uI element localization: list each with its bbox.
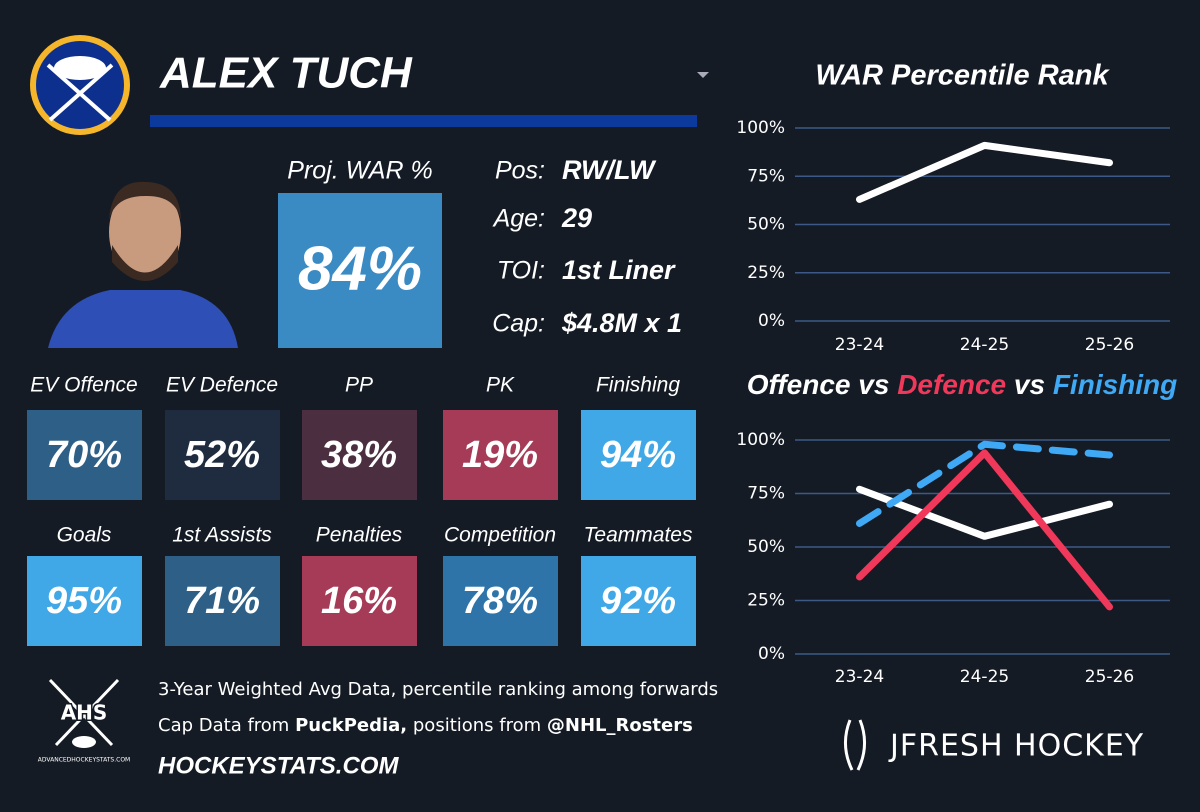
tile-value: 52% (184, 434, 260, 476)
x-tick-label: 23-24 (835, 335, 884, 355)
tile-value: 95% (46, 580, 122, 622)
x-tick-label: 25-26 (1085, 667, 1134, 687)
title-part: vs (1006, 369, 1053, 400)
chart-title: WAR Percentile Rank (815, 60, 1110, 92)
tile (443, 410, 558, 500)
y-tick-label: 0% (758, 644, 785, 664)
title-part: Offence (747, 369, 851, 400)
player-name: ALEX TUCH (159, 49, 413, 98)
tile-value: 78% (462, 580, 538, 622)
tile-value: 16% (321, 580, 397, 622)
dropdown[interactable] (697, 72, 709, 78)
footer-part: positions from (407, 715, 547, 736)
tile-value: 19% (462, 434, 538, 476)
ahs-logo (48, 678, 120, 748)
title-part: vs (850, 369, 897, 400)
y-tick-label: 25% (747, 591, 785, 611)
line (856, 440, 1113, 527)
y-tick-label: 100% (736, 118, 785, 138)
tile-value: 70% (46, 434, 122, 476)
title-part: Finishing (1053, 369, 1177, 400)
player-photo (48, 181, 238, 348)
x-tick-label: 25-26 (1085, 335, 1134, 355)
chart-title: Offence vs Defence vs Finishing (747, 369, 1178, 400)
info-label: Age: (492, 205, 545, 233)
info-value: RW/LW (562, 155, 657, 185)
ahs-text: AHS (61, 701, 108, 725)
tile-value: 92% (600, 580, 676, 622)
tile-value: 38% (321, 434, 397, 476)
y-tick-label: 50% (747, 215, 785, 235)
y-tick-label: 100% (736, 430, 785, 450)
proj-war-value: 84% (298, 234, 422, 303)
footer-part: Cap Data from (158, 715, 295, 736)
y-tick-label: 0% (758, 311, 785, 331)
tile (27, 556, 142, 646)
tile-label: PK (486, 374, 515, 397)
x-tick-label: 24-25 (960, 667, 1009, 687)
y-tick-label: 75% (747, 166, 785, 186)
tile (581, 410, 696, 500)
team-logo (30, 35, 130, 135)
line (856, 485, 1113, 540)
title-part: Defence (897, 369, 1006, 400)
info-label: Pos: (495, 157, 545, 185)
name-underline (150, 115, 697, 127)
info-value: $4.8M x 1 (561, 308, 682, 338)
footer-line: 3-Year Weighted Avg Data, percentile ran… (158, 679, 718, 700)
tile (302, 556, 417, 646)
tile (443, 556, 558, 646)
x-tick-label: 23-24 (835, 667, 884, 687)
tile-label: PP (345, 374, 373, 397)
proj-war-box (278, 193, 442, 348)
info-label: Cap: (492, 310, 545, 338)
brand: JFRESH HOCKEY (888, 729, 1144, 764)
tile-label: Goals (57, 524, 112, 547)
tile-label: Penalties (316, 524, 403, 547)
tile (581, 556, 696, 646)
tile-label: Competition (444, 524, 556, 547)
footer-part: PuckPedia, (295, 715, 407, 736)
y-tick-label: 25% (747, 263, 785, 283)
info-value: 29 (561, 203, 592, 233)
footer-line: Cap Data from PuckPedia, positions from … (158, 715, 693, 736)
y-tick-label: 75% (747, 484, 785, 504)
proj-war-label: Proj. WAR % (287, 157, 432, 185)
footer-part: @NHL_Rosters (547, 715, 693, 736)
tile (27, 410, 142, 500)
tile-label: EV Defence (166, 374, 278, 397)
y-tick-label: 50% (747, 537, 785, 557)
footer-site: HOCKEYSTATS.COM (158, 752, 399, 779)
tile-label: Teammates (584, 524, 693, 547)
ahs-url: ADVANCEDHOCKEYSTATS.COM (38, 757, 130, 764)
tile (165, 556, 280, 646)
line (856, 449, 1113, 611)
tile-value: 71% (184, 580, 260, 622)
line (856, 141, 1113, 203)
info-value: 1st Liner (562, 255, 676, 285)
x-tick-label: 24-25 (960, 335, 1009, 355)
tile-label: EV Offence (30, 374, 137, 397)
tile (165, 410, 280, 500)
tile (302, 410, 417, 500)
brand-logo (844, 719, 866, 771)
tile-label: Finishing (596, 374, 680, 397)
info-label: TOI: (497, 257, 545, 285)
tile-value: 94% (600, 434, 676, 476)
tile-label: 1st Assists (172, 524, 272, 547)
